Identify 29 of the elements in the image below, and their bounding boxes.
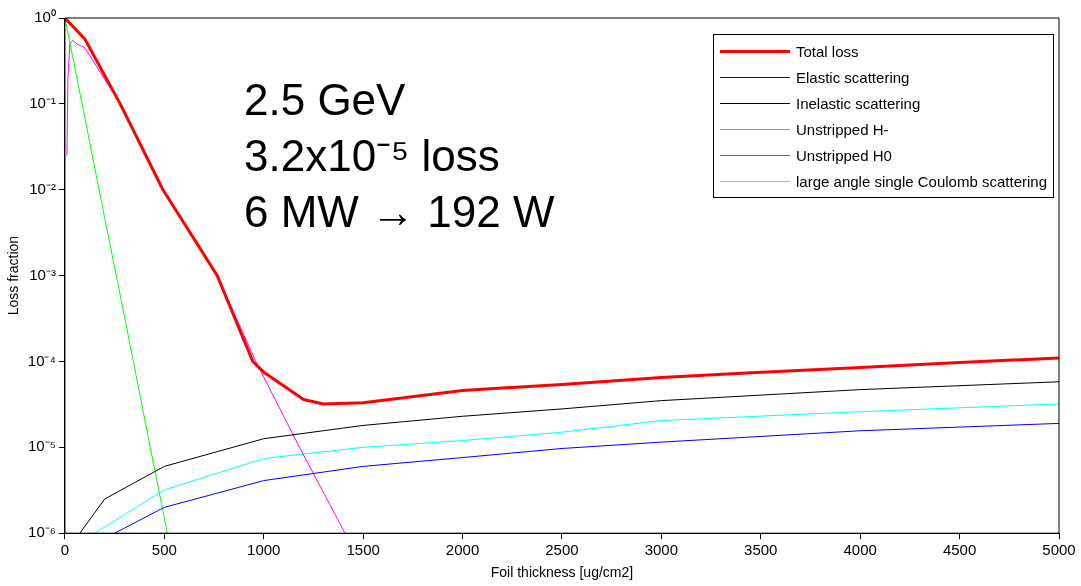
x-tick-label: 1000	[247, 541, 281, 559]
annotation: 3.2x10⁻⁵ loss	[244, 130, 501, 182]
x-tick-label: 3000	[644, 541, 679, 559]
y-tick-label: 10⁻¹	[29, 94, 56, 112]
y-tick-label: 10⁻⁴	[27, 351, 56, 369]
y-tick-label: 10⁻⁶	[28, 523, 56, 541]
legend-label: Elastic scattering	[796, 68, 910, 86]
legend-label: Inelastic scattering	[796, 94, 921, 112]
x-tick-label: 500	[151, 541, 177, 559]
x-tick-label: 1500	[346, 541, 380, 559]
x-tick-label: 3500	[744, 541, 778, 559]
x-axis-title: Foil thickness [ug/cm2]	[490, 564, 634, 581]
y-tick-label: 10⁻⁵	[28, 437, 56, 455]
x-tick-label: 4500	[942, 541, 977, 559]
annotation: 6 MW → 192 W	[244, 186, 555, 238]
legend-label: Unstripped H0	[796, 146, 892, 164]
x-tick-label: 4000	[843, 541, 877, 559]
y-axis-title: Loss fraction	[5, 235, 22, 316]
y-tick-label: 10⁻²	[29, 179, 56, 197]
y-tick-label: 10⁻³	[29, 265, 56, 283]
legend-label: Unstripped H-	[796, 120, 889, 138]
annotation: 2.5 GeV	[244, 74, 407, 126]
x-tick-label: 2000	[445, 541, 480, 559]
y-tick-label: 10⁰	[34, 8, 56, 26]
x-tick-label: 2500	[545, 541, 579, 559]
x-tick-label: 0	[60, 541, 70, 559]
legend-label: Total loss	[796, 42, 859, 60]
legend-label: large angle single Coulomb scattering	[796, 172, 1047, 190]
x-tick-label: 5000	[1042, 541, 1076, 559]
